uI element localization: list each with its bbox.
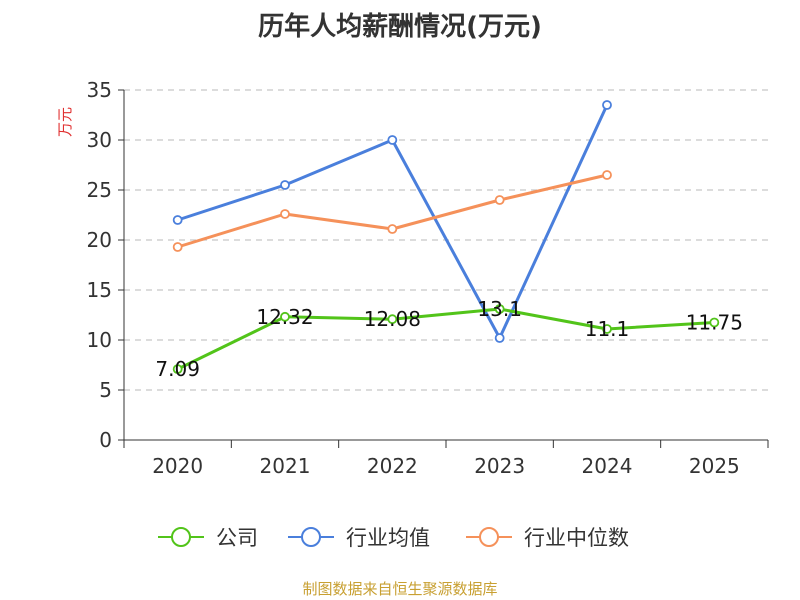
data-point-2 (280, 209, 290, 219)
x-tick-label-2021: 2021 (260, 454, 311, 478)
data-point-1 (280, 180, 290, 190)
data-label: 7.09 (155, 357, 200, 381)
legend-marker (301, 527, 321, 547)
legend-marker (171, 527, 191, 547)
data-point-2 (172, 242, 183, 252)
data-point-1 (172, 215, 183, 225)
data-point-0 (494, 304, 505, 314)
y-tick-label: 35 (87, 78, 112, 102)
data-label: 12.08 (364, 307, 421, 331)
legend-label: 公司 (216, 526, 258, 550)
legend-label: 行业均值 (346, 526, 430, 550)
series-lines (172, 100, 720, 375)
x-tick-label-2023: 2023 (474, 454, 525, 478)
x-tick-label-2025: 2025 (689, 454, 740, 478)
data-label: 12.32 (256, 305, 313, 329)
data-point-0 (172, 364, 183, 375)
data-point-0 (280, 311, 290, 322)
legend-item-2: 行业中位数 (466, 526, 629, 550)
data-label: 11.75 (686, 311, 743, 335)
chart-title: 历年人均薪酬情况(万元) (258, 12, 542, 42)
y-tick-label: 30 (87, 128, 112, 152)
data-point-2 (602, 170, 612, 180)
source-watermark: 制图数据来自恒生聚源数据库 (302, 580, 498, 598)
legend: 公司 行业均值 行业中位数 (158, 526, 629, 550)
y-tick-label: 25 (87, 178, 112, 202)
data-point-1 (387, 135, 398, 145)
y-tick-label: 10 (87, 328, 112, 352)
data-point-0 (709, 317, 720, 328)
y-tick-label: 5 (99, 378, 112, 402)
data-point-0 (602, 324, 612, 334)
series-line-0 (177, 307, 715, 371)
y-tick-label: 20 (87, 228, 112, 252)
data-point-1 (602, 100, 612, 110)
y-tick-label: 15 (87, 278, 112, 302)
legend-label: 行业中位数 (524, 526, 629, 550)
x-tick-label-2022: 2022 (367, 454, 418, 478)
data-label: 11.1 (585, 317, 630, 341)
data-point-1 (494, 333, 505, 343)
data-point-0 (387, 314, 398, 325)
data-point-2 (387, 224, 398, 234)
data-labels: 7.09 12.32 12.08 13.1 11.1 11.75 (155, 297, 743, 381)
data-point-2 (494, 195, 505, 205)
legend-item-1: 行业均值 (288, 526, 430, 550)
y-axis-unit-label: 万元 (56, 107, 74, 137)
legend-marker (479, 527, 499, 547)
x-tick-label-2024: 2024 (582, 454, 633, 478)
x-tick-label-2020: 2020 (152, 454, 203, 478)
y-tick-label: 0 (99, 428, 112, 452)
data-label: 13.1 (477, 297, 522, 321)
legend-item-0: 公司 (158, 526, 258, 550)
series-line-2 (177, 173, 608, 249)
